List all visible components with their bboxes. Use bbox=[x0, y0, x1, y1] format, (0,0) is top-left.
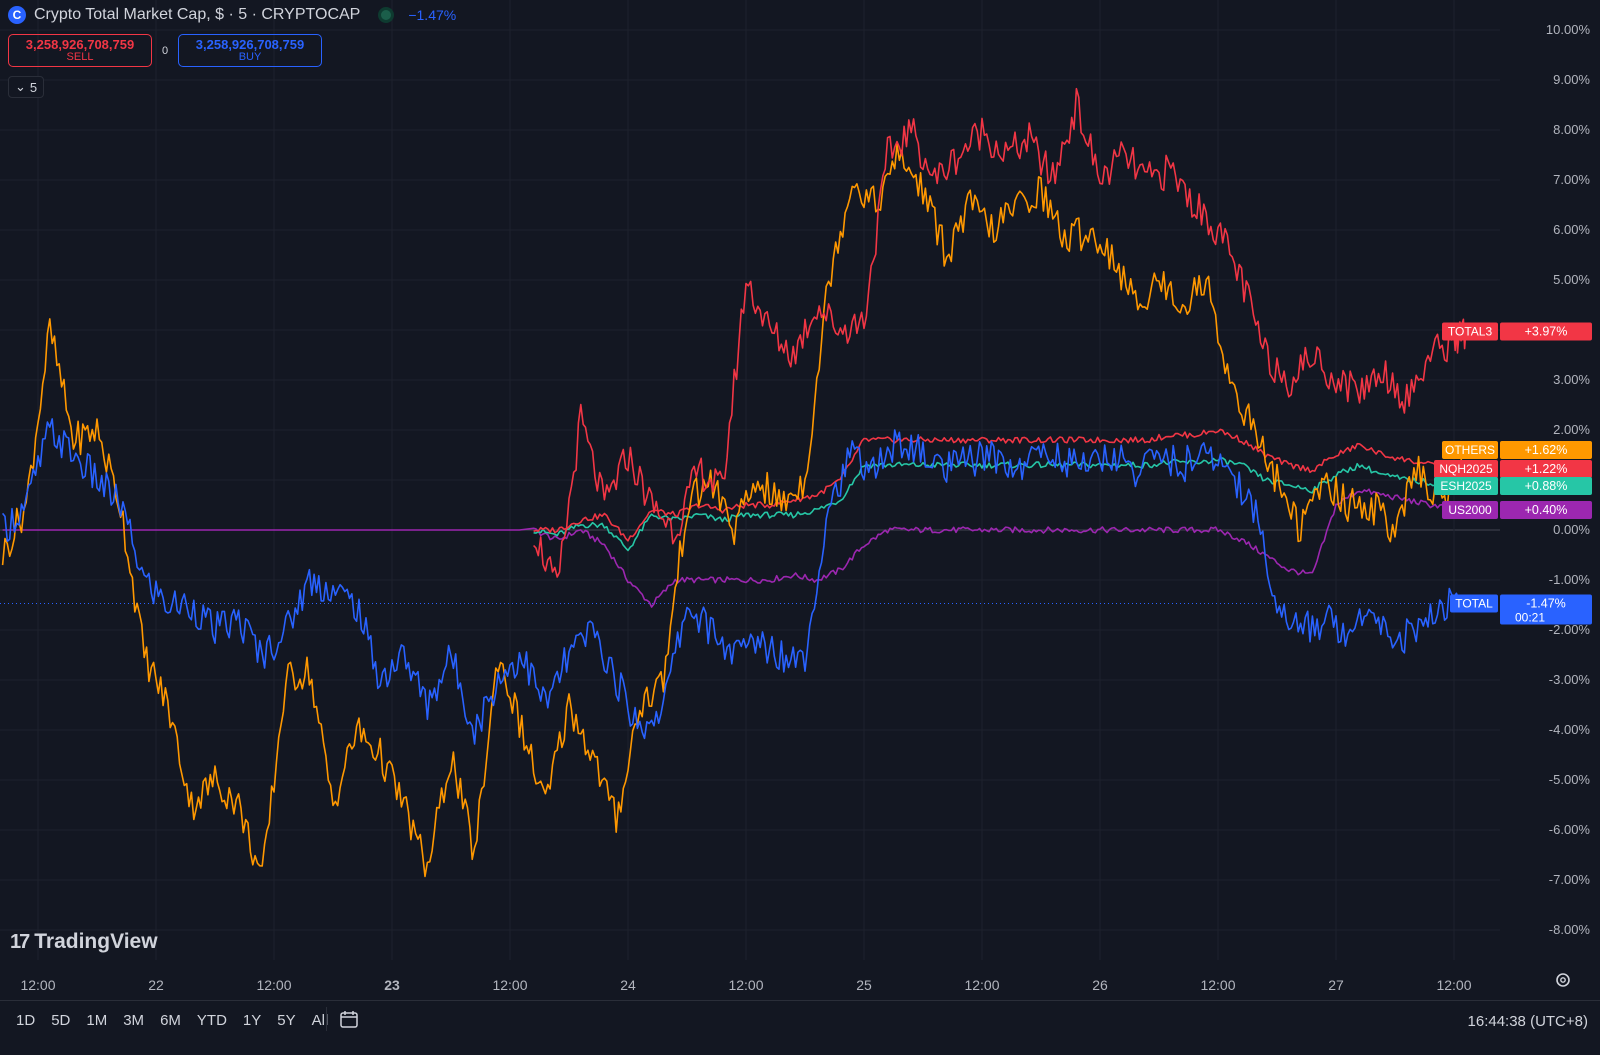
y-tick-label: -1.00% bbox=[1549, 572, 1591, 587]
range-5d[interactable]: 5D bbox=[51, 1012, 71, 1029]
x-tick-label: 12:00 bbox=[1200, 977, 1235, 993]
x-tick-label: 12:00 bbox=[20, 977, 55, 993]
range-6m[interactable]: 6M bbox=[160, 1012, 181, 1029]
range-3m[interactable]: 3M bbox=[123, 1012, 145, 1029]
series-countdown-total: 00:21 bbox=[1515, 611, 1545, 625]
chart-area[interactable]: 10.00%9.00%8.00%7.00%6.00%5.00%4.00%3.00… bbox=[0, 0, 1600, 1000]
series-line-nqh2025 bbox=[533, 428, 1467, 542]
symbol-header: C Crypto Total Market Cap, $ · 5 · CRYPT… bbox=[8, 6, 456, 24]
series-name-total: TOTAL bbox=[1455, 597, 1493, 611]
y-tick-label: 8.00% bbox=[1553, 122, 1590, 137]
series-value-tag-total bbox=[1500, 594, 1592, 625]
series-name-nqh2025: NQH2025 bbox=[1439, 462, 1493, 476]
y-tick-label: -4.00% bbox=[1549, 722, 1591, 737]
price-change: −1.47% bbox=[408, 7, 457, 23]
clock-timezone[interactable]: 16:44:38 (UTC+8) bbox=[1467, 1013, 1588, 1030]
tv-logo-icon: 17 bbox=[10, 930, 30, 953]
y-tick-label: -8.00% bbox=[1549, 922, 1591, 937]
series-value-esh2025: +0.88% bbox=[1525, 479, 1568, 493]
x-tick-label: 25 bbox=[856, 977, 872, 993]
bottom-toolbar: 1D 5D 1M 3M 6M YTD 1Y 5Y All 16:44:38 (UTC+8) bbox=[0, 1000, 1600, 1055]
buy-label: BUY bbox=[238, 50, 262, 63]
series-value-others: +1.62% bbox=[1525, 443, 1568, 457]
trade-panel: 3,258,926,708,759 SELL 0 3,258,926,708,7… bbox=[8, 34, 322, 67]
y-tick-label: -7.00% bbox=[1549, 872, 1591, 887]
series-name-tag-us2000 bbox=[1442, 501, 1498, 519]
range-1d[interactable]: 1D bbox=[16, 1012, 36, 1029]
sell-label: SELL bbox=[66, 50, 94, 63]
buy-button[interactable]: 3,258,926,708,759 BUY bbox=[178, 34, 322, 67]
x-tick-label: 12:00 bbox=[256, 977, 291, 993]
series-line-others bbox=[1, 143, 1467, 878]
range-1m[interactable]: 1M bbox=[86, 1012, 108, 1029]
series-name-tag-total bbox=[1450, 594, 1498, 613]
x-tick-label: 23 bbox=[384, 977, 400, 993]
sell-button[interactable]: 3,258,926,708,759 SELL bbox=[8, 34, 152, 67]
series-name-esh2025: ESH2025 bbox=[1440, 479, 1492, 493]
series-name-tag-others bbox=[1442, 441, 1498, 459]
y-tick-label: 0.00% bbox=[1553, 522, 1590, 537]
spread-value: 0 bbox=[161, 44, 169, 57]
gear-icon[interactable] bbox=[1553, 970, 1573, 990]
x-tick-label: 27 bbox=[1328, 977, 1344, 993]
series-value-us2000: +0.40% bbox=[1525, 503, 1568, 517]
series-value-tag-nqh2025 bbox=[1500, 460, 1592, 478]
series-name-total3: TOTAL3 bbox=[1448, 325, 1493, 339]
y-tick-label: 6.00% bbox=[1553, 222, 1590, 237]
series-name-others: OTHERS bbox=[1445, 443, 1495, 457]
series-value-tag-esh2025 bbox=[1500, 477, 1592, 495]
x-tick-label: 26 bbox=[1092, 977, 1108, 993]
market-status-icon bbox=[378, 7, 395, 23]
y-tick-label: -2.00% bbox=[1549, 622, 1591, 637]
y-tick-label: 3.00% bbox=[1553, 372, 1590, 387]
symbol-title[interactable]: Crypto Total Market Cap, $ · 5 · CRYPTOC… bbox=[34, 6, 361, 23]
x-tick-label: 22 bbox=[148, 977, 164, 993]
range-1y[interactable]: 1Y bbox=[242, 1012, 262, 1029]
series-value-total: -1.47% bbox=[1526, 597, 1566, 611]
calendar-icon[interactable] bbox=[326, 1007, 363, 1031]
y-tick-label: 9.00% bbox=[1553, 72, 1590, 87]
buy-price: 3,258,926,708,759 bbox=[195, 36, 305, 52]
series-name-tag-nqh2025 bbox=[1434, 460, 1498, 478]
sell-price: 3,258,926,708,759 bbox=[25, 36, 135, 52]
y-tick-label: 10.00% bbox=[1546, 22, 1591, 37]
y-tick-label: -6.00% bbox=[1549, 822, 1591, 837]
indicators-toggle[interactable]: ⌄ 5 bbox=[8, 76, 45, 98]
y-tick-label: 7.00% bbox=[1553, 172, 1590, 187]
y-tick-label: 5.00% bbox=[1553, 272, 1590, 287]
series-value-tag-total3 bbox=[1500, 322, 1592, 341]
x-tick-label: 12:00 bbox=[492, 977, 527, 993]
x-tick-label: 12:00 bbox=[1436, 977, 1471, 993]
series-value-tag-others bbox=[1500, 441, 1592, 459]
range-ytd[interactable]: YTD bbox=[196, 1012, 227, 1029]
brand-name: TradingView bbox=[34, 930, 158, 953]
y-tick-label: -3.00% bbox=[1549, 672, 1591, 687]
coin-icon: C bbox=[8, 6, 26, 24]
series-value-total3: +3.97% bbox=[1525, 325, 1568, 339]
series-line-us2000 bbox=[2, 488, 1467, 608]
y-tick-label: -5.00% bbox=[1549, 772, 1591, 787]
series-value-nqh2025: +1.22% bbox=[1525, 462, 1568, 476]
chevron-down-icon: ⌄ bbox=[15, 79, 26, 94]
series-value-tag-us2000 bbox=[1500, 501, 1592, 519]
price-axis-bg bbox=[1500, 0, 1600, 1000]
x-tick-label: 12:00 bbox=[728, 977, 763, 993]
indicators-count: 5 bbox=[29, 79, 38, 95]
series-name-tag-esh2025 bbox=[1434, 477, 1498, 495]
y-tick-label: 2.00% bbox=[1553, 422, 1590, 437]
date-range-selector: 1D 5D 1M 3M 6M YTD 1Y 5Y All bbox=[8, 1009, 336, 1032]
series-name-us2000: US2000 bbox=[1448, 503, 1492, 517]
x-tick-label: 24 bbox=[620, 977, 636, 993]
tradingview-logo: 17 TradingView bbox=[10, 930, 158, 954]
series-line-total bbox=[1, 418, 1467, 745]
x-tick-label: 12:00 bbox=[964, 977, 999, 993]
series-line-total3 bbox=[533, 87, 1467, 578]
range-5y[interactable]: 5Y bbox=[277, 1012, 296, 1029]
series-name-tag-total3 bbox=[1442, 322, 1498, 341]
series-line-esh2025 bbox=[533, 457, 1467, 552]
range-all[interactable]: All bbox=[311, 1012, 329, 1029]
